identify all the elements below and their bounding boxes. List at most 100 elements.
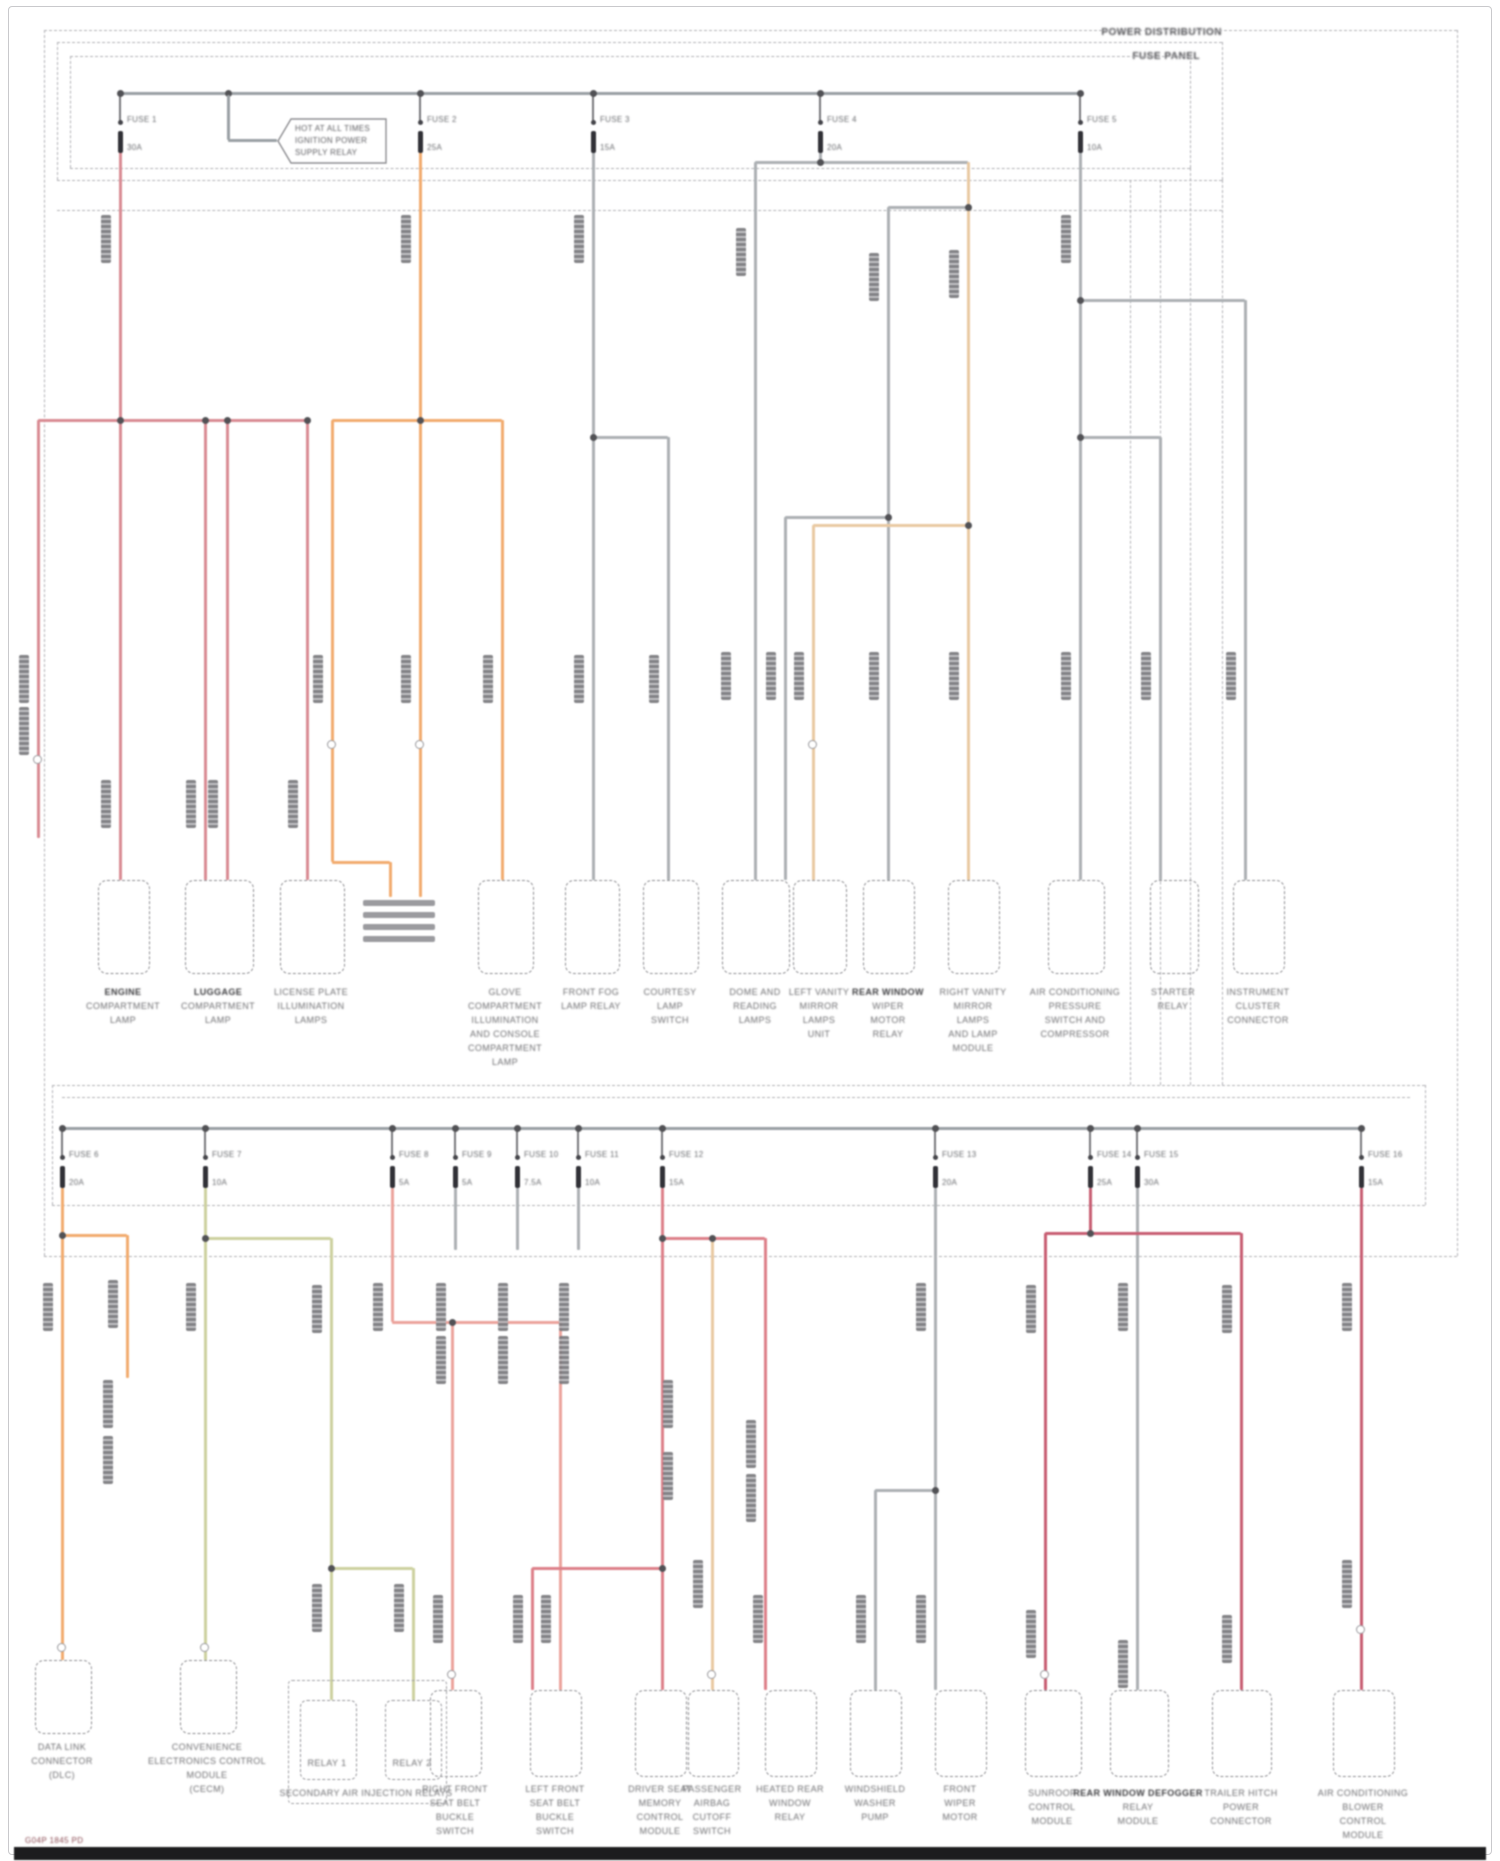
component-label-line: DRIVER SEAT bbox=[628, 1784, 692, 1794]
inline-connector-icon bbox=[707, 1670, 716, 1679]
component-label-line: CONNECTOR bbox=[31, 1756, 93, 1766]
terminal-strip-bar bbox=[363, 912, 435, 918]
junction-dot bbox=[1076, 296, 1084, 304]
component-label: RIGHT VANITY MIRROR LAMPS AND LAMP MODULE bbox=[863, 985, 1083, 1055]
wire-segment-pink bbox=[532, 1566, 662, 1570]
junction-dot bbox=[1086, 1124, 1094, 1132]
fuse-element-icon bbox=[117, 131, 123, 153]
wire-segment-gray bbox=[453, 1188, 457, 1250]
component-label: SUNROOF CONTROL MODULE bbox=[942, 1786, 1162, 1828]
relay-box bbox=[300, 1700, 357, 1780]
junction-dot bbox=[884, 513, 892, 521]
fuse-element-icon bbox=[590, 131, 596, 153]
fuse-amp-rating: 20A bbox=[69, 1178, 85, 1187]
fuse-element-icon bbox=[1134, 1166, 1140, 1188]
fuse-terminal-dot bbox=[417, 120, 423, 125]
component-label-line: WASHER bbox=[854, 1798, 896, 1808]
junction-dot bbox=[589, 89, 597, 97]
junction-dot bbox=[964, 521, 972, 529]
component-label-line: RELAY bbox=[1157, 1001, 1189, 1011]
wire-segment-maroon bbox=[1043, 1233, 1047, 1690]
component-label: RELAY 1 bbox=[217, 1756, 437, 1770]
component-label: GLOVE COMPARTMENT ILLUMINATION AND CONSOLE C… bbox=[395, 985, 615, 1069]
terminal-strip-bar bbox=[363, 936, 435, 942]
fuse-amp-rating: 5A bbox=[399, 1178, 410, 1187]
fuse-stem bbox=[61, 1130, 63, 1157]
wire-color-label bbox=[746, 1420, 756, 1468]
component-label: SECONDARY AIR INJECTION RELAYS bbox=[256, 1786, 476, 1800]
wire-segment-olive bbox=[203, 1188, 207, 1660]
wire-color-label bbox=[208, 780, 218, 828]
component-label: STARTER RELAY bbox=[1063, 985, 1283, 1013]
component-label-line: ILLUMINATION bbox=[277, 1001, 345, 1011]
component-label-line: POWER bbox=[1222, 1802, 1259, 1812]
fuse-amp-rating: 15A bbox=[669, 1178, 685, 1187]
component-label: REAR WINDOW DEFOGGER RELAY MODULE bbox=[1028, 1786, 1248, 1828]
fuse-terminal-dot bbox=[590, 120, 596, 125]
panel-boundary-line bbox=[52, 1085, 1425, 1086]
junction-dot bbox=[816, 158, 824, 166]
junction-dot bbox=[116, 89, 124, 97]
callout-text-line: HOT AT ALL TIMES bbox=[295, 124, 371, 133]
panel-boundary-line bbox=[1222, 180, 1223, 1085]
component-label-line: MODULE bbox=[1342, 1830, 1384, 1840]
wire-segment-gray bbox=[783, 517, 787, 880]
junction-dot bbox=[964, 203, 972, 211]
fuse-name: FUSE 16 bbox=[1368, 1150, 1403, 1159]
fuse-amp-rating: 10A bbox=[585, 1178, 601, 1187]
panel-boundary-line bbox=[1425, 1085, 1426, 1205]
wire-segment-gray bbox=[886, 207, 890, 880]
component-label-line: LAMP bbox=[656, 1001, 684, 1011]
wire-color-label bbox=[186, 780, 196, 828]
component-label-line: COMPARTMENT bbox=[180, 1001, 256, 1011]
component-box bbox=[863, 880, 915, 974]
component-label-line: SWITCH AND bbox=[1044, 1015, 1106, 1025]
component-label-line: STARTER bbox=[1151, 987, 1195, 997]
component-label-line: WIPER bbox=[944, 1798, 976, 1808]
component-label: RIGHT FRONT SEAT BELT BUCKLE SWITCH bbox=[345, 1782, 565, 1838]
wire-segment-orange bbox=[388, 862, 392, 897]
fuse-terminal-dot bbox=[1358, 1155, 1364, 1160]
component-box bbox=[765, 1690, 817, 1777]
component-label-line: LAMP bbox=[109, 1015, 137, 1025]
wire-color-label bbox=[394, 1584, 404, 1632]
junction-dot bbox=[816, 89, 824, 97]
component-label-line: MEMORY bbox=[638, 1798, 682, 1808]
component-box bbox=[1048, 880, 1105, 974]
component-label-line: CONTROL bbox=[636, 1812, 684, 1822]
component-label-line: PASSENGER bbox=[682, 1784, 742, 1794]
relay-group-container bbox=[288, 1680, 447, 1804]
component-label-line: COMPARTMENT bbox=[467, 1043, 543, 1053]
component-label-line: MODULE bbox=[1117, 1816, 1159, 1826]
panel-boundary-line bbox=[1130, 180, 1131, 1085]
component-label-line: CONTROL bbox=[1028, 1802, 1076, 1812]
component-box bbox=[688, 1690, 739, 1777]
fuse-name: FUSE 14 bbox=[1097, 1150, 1132, 1159]
wire-color-label bbox=[288, 780, 298, 828]
wire-segment-red bbox=[225, 420, 229, 880]
component-label-line: MODULE bbox=[639, 1826, 681, 1836]
wire-segment-gray bbox=[1080, 298, 1245, 302]
bottom-bar bbox=[14, 1847, 1486, 1860]
junction-dot bbox=[201, 416, 209, 424]
component-label-line: LEFT VANITY bbox=[788, 987, 850, 997]
component-box bbox=[565, 880, 620, 974]
component-label-line: COMPARTMENT bbox=[85, 1001, 161, 1011]
inline-connector-icon bbox=[415, 740, 424, 749]
fuse-terminal-dot bbox=[202, 1155, 208, 1160]
wire-color-label bbox=[483, 655, 493, 703]
component-box bbox=[1110, 1690, 1169, 1777]
wire-segment-red bbox=[38, 418, 307, 422]
wire-segment-gray bbox=[591, 152, 595, 880]
component-label-line: SWITCH bbox=[436, 1826, 474, 1836]
fuse-name: FUSE 8 bbox=[399, 1150, 429, 1159]
wire-segment-gray bbox=[666, 437, 670, 880]
fuse-terminal-dot bbox=[117, 120, 123, 125]
fuse-element-icon bbox=[202, 1166, 208, 1188]
wire-segment-maroon bbox=[1239, 1233, 1243, 1690]
wire-segment-orange bbox=[60, 1188, 64, 1660]
inline-connector-icon bbox=[33, 755, 42, 764]
inline-connector-icon bbox=[808, 740, 817, 749]
junction-dot bbox=[708, 1234, 716, 1242]
component-label-line: CONVENIENCE bbox=[171, 1742, 243, 1752]
